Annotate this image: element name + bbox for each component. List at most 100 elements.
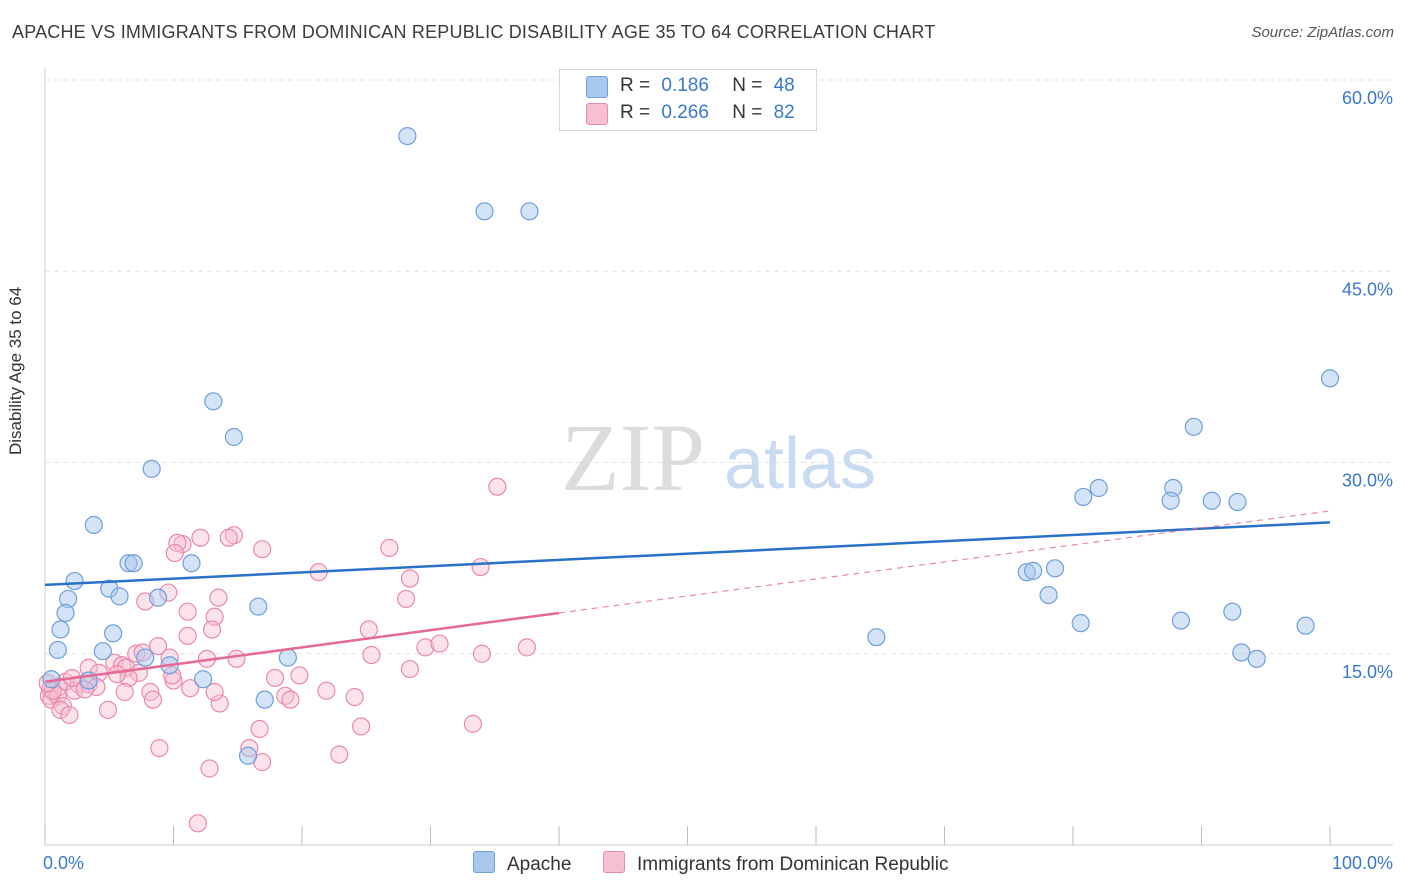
dominican-point bbox=[253, 540, 272, 559]
dominican-point bbox=[181, 679, 200, 698]
legend-dominican-r: 0.266 bbox=[661, 102, 709, 123]
watermark-atlas: atlas bbox=[724, 424, 876, 504]
dominican-point bbox=[463, 714, 483, 733]
apache-point bbox=[193, 670, 213, 689]
apache-point bbox=[84, 515, 103, 535]
dominican-point bbox=[227, 649, 246, 668]
dominican-point bbox=[205, 682, 224, 702]
dominican-point bbox=[250, 719, 269, 739]
dominican-point bbox=[191, 528, 210, 547]
apache-point bbox=[224, 427, 243, 447]
apache-point bbox=[1071, 614, 1090, 633]
x-tick-label: 100.0% bbox=[1332, 853, 1393, 873]
dominican-point bbox=[148, 636, 168, 656]
bottom-legend-dominican-label: Immigrants from Dominican Republic bbox=[637, 854, 949, 875]
legend-apache-r: 0.186 bbox=[661, 75, 709, 96]
dominican-point bbox=[188, 814, 208, 833]
apache-point bbox=[136, 648, 155, 667]
apache-point bbox=[65, 571, 84, 591]
apache-point bbox=[204, 392, 223, 411]
legend-r-label: R = bbox=[620, 75, 651, 96]
dominican-point bbox=[150, 738, 169, 758]
apache-point bbox=[398, 127, 417, 146]
dominican-point bbox=[48, 686, 67, 705]
dominican-point bbox=[345, 687, 364, 707]
apache-point bbox=[1045, 559, 1065, 578]
apache-point bbox=[124, 554, 143, 573]
apache-point bbox=[867, 628, 886, 647]
series-apache-points bbox=[42, 127, 1340, 765]
trend-lines bbox=[44, 510, 1331, 684]
source-credit: Source: ZipAtlas.com bbox=[1251, 24, 1394, 41]
dominican-point bbox=[115, 682, 134, 702]
dominican-point bbox=[209, 588, 228, 607]
dominican-point bbox=[210, 694, 229, 713]
dominican-point bbox=[60, 705, 79, 725]
apache-point bbox=[1228, 492, 1247, 512]
apache-trend-line bbox=[44, 521, 1331, 587]
dominican-point bbox=[359, 620, 378, 639]
legend-dominican-n: 82 bbox=[773, 102, 795, 123]
apache-point bbox=[1296, 616, 1315, 635]
dominican-point bbox=[396, 589, 416, 609]
dominican-point bbox=[178, 626, 197, 646]
bottom-legend-swatch-apache bbox=[473, 851, 495, 873]
y-tick-label: 30.0% bbox=[1342, 471, 1393, 491]
apache-point bbox=[182, 554, 201, 573]
apache-point bbox=[51, 620, 70, 639]
gridlines bbox=[45, 79, 1393, 655]
apache-point bbox=[238, 746, 258, 765]
dominican-point bbox=[400, 659, 420, 679]
apache-point bbox=[1039, 585, 1058, 605]
apache-point bbox=[1232, 643, 1251, 662]
apache-point bbox=[1171, 611, 1191, 630]
x-tick-label: 0.0% bbox=[43, 853, 84, 873]
dominican-point bbox=[219, 528, 238, 547]
legend-swatch-apache bbox=[586, 76, 608, 98]
y-tick-label: 15.0% bbox=[1342, 662, 1393, 682]
dominican-point bbox=[362, 645, 381, 665]
apache-point bbox=[1161, 491, 1180, 510]
dominican-point bbox=[224, 526, 243, 545]
legend-swatch-dominican bbox=[586, 103, 608, 125]
dominican-point bbox=[178, 602, 197, 621]
bottom-legend-dominican: Immigrants from Dominican Republic bbox=[603, 851, 949, 876]
dominican-point bbox=[517, 638, 536, 657]
apache-point bbox=[1074, 487, 1093, 507]
dominican-point bbox=[281, 690, 300, 709]
dominican-point bbox=[98, 700, 118, 719]
apache-point bbox=[278, 648, 297, 667]
apache-point bbox=[1223, 602, 1242, 621]
dominican-point bbox=[51, 700, 70, 719]
apache-point bbox=[48, 640, 67, 660]
legend-apache-n: 48 bbox=[773, 75, 795, 96]
bottom-legend-apache-label: Apache bbox=[507, 854, 572, 875]
dominican-point bbox=[380, 538, 399, 558]
dominican-point bbox=[143, 690, 163, 709]
apache-point bbox=[1247, 649, 1266, 668]
watermark-zip: ZIP bbox=[561, 404, 705, 511]
tick-labels: 15.0% 30.0% 45.0% 60.0% 0.0% 100.0% bbox=[43, 88, 1393, 873]
y-tick-label: 45.0% bbox=[1342, 279, 1393, 299]
apache-point bbox=[1089, 478, 1108, 498]
legend-n-label: N = bbox=[732, 75, 763, 96]
dominican-point bbox=[416, 638, 435, 657]
apache-point bbox=[1024, 561, 1043, 580]
apache-point bbox=[249, 597, 268, 616]
dominican-point bbox=[471, 557, 490, 577]
apache-point bbox=[255, 690, 274, 709]
dominican-point bbox=[317, 681, 336, 700]
apache-point bbox=[104, 624, 123, 643]
axes bbox=[44, 68, 1393, 846]
apache-point bbox=[148, 588, 168, 607]
apache-point bbox=[56, 603, 75, 623]
apache-point bbox=[475, 202, 494, 221]
y-tick-label: 60.0% bbox=[1342, 88, 1393, 108]
watermark: ZIP atlas bbox=[561, 404, 876, 511]
legend-r-label: R = bbox=[620, 102, 651, 123]
dominican-point bbox=[430, 634, 449, 653]
dominican-point bbox=[330, 745, 349, 764]
chart-title: APACHE VS IMMIGRANTS FROM DOMINICAN REPU… bbox=[12, 22, 936, 42]
legend-n-label: N = bbox=[732, 102, 763, 123]
dominican-point bbox=[488, 477, 507, 496]
